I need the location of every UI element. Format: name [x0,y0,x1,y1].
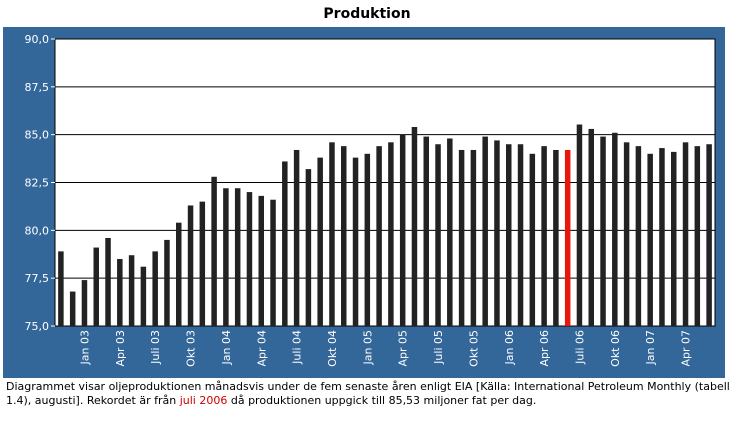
bar [58,251,64,326]
y-axis-ticks: 75,0 77,5 80,0 82,5 85,0 87,5 90,0 [25,33,55,333]
x-tick-label: Apr 04 [255,330,268,367]
caption-text-2: då produktionen uppgick till 85,53 miljo… [227,394,537,407]
x-tick-label: Apr 05 [397,330,410,367]
bar [69,291,76,326]
bar [140,266,147,326]
bar [317,157,323,326]
bar [128,255,135,326]
x-tick-label: Jan 07 [644,330,657,365]
bar [305,169,312,326]
bar [541,146,547,326]
bar [423,136,429,326]
y-tick-label: 85,0 [25,129,50,142]
x-tick-label: Jan 05 [361,330,374,365]
bar [411,127,418,326]
bar [447,138,453,326]
bar [529,153,536,326]
bar [706,144,712,326]
bar [352,157,359,326]
bar [435,144,441,326]
bar [164,239,170,326]
x-tick-label: Okt 03 [185,330,198,367]
bar [623,142,630,326]
caption-record-date: juli 2006 [179,394,228,407]
bar [517,144,524,326]
caption-text-1: Diagrammet visar oljeproduktionen månads… [6,380,730,407]
y-tick-label: 90,0 [25,33,50,46]
bar [506,144,512,326]
bar [199,201,206,326]
bar [223,188,229,326]
bar [682,142,689,326]
x-tick-label: Okt 06 [609,330,622,367]
x-tick-label: Apr 06 [538,330,551,367]
bar [341,146,347,326]
x-tick-label: Jan 06 [503,330,516,365]
bar [576,124,583,326]
chart-title: Produktion [323,6,411,22]
x-tick-label: Apr 03 [114,330,127,367]
y-tick-label: 82,5 [25,177,50,190]
bar [553,149,559,326]
bar [659,148,665,326]
x-tick-label: Okt 04 [326,330,339,367]
bar [246,192,253,326]
bar [470,149,477,326]
bar [694,146,701,326]
record-bar [564,149,571,326]
bar [647,153,653,326]
x-tick-label: Jan 04 [220,330,233,365]
bar [176,222,182,326]
bar [482,136,488,326]
x-tick-label: Jan 03 [79,330,92,365]
bar [588,128,594,326]
x-tick-label: Juli 03 [149,330,162,365]
bar [293,149,300,326]
bar [211,176,217,326]
bar [376,146,382,326]
x-tick-label: Apr 07 [680,330,693,367]
x-tick-label: Juli 04 [291,330,304,365]
bar [187,205,194,326]
y-tick-label: 77,5 [25,272,50,285]
x-axis-ticks: Jan 03 Apr 03 Juli 03 Okt 03 Jan 04 Apr 04 Jul… [79,330,693,367]
chart-caption: Diagrammet visar oljeproduktionen månads… [6,380,736,408]
production-bar-chart: 75,0 77,5 80,0 82,5 85,0 87,5 90,0 Jan 03 Apr 0… [25,33,716,367]
x-tick-label: Okt 05 [467,330,480,367]
bar [612,132,618,326]
bar [152,251,158,326]
bar [258,195,264,326]
bar [458,149,465,326]
bar [270,199,276,326]
bar [364,153,371,326]
bar [105,237,111,326]
bar [399,134,406,326]
bar [81,280,88,326]
y-tick-label: 75,0 [25,320,50,333]
bar [494,140,500,326]
x-tick-label: Juli 06 [574,330,587,365]
bar [329,142,335,326]
bars [58,124,712,326]
y-tick-label: 80,0 [25,224,50,237]
bar [671,151,677,326]
bar [600,136,606,326]
bar [93,247,99,326]
bar [388,142,394,326]
y-tick-label: 87,5 [25,81,50,94]
bar [117,259,123,326]
bar [282,161,288,326]
bar [234,188,241,326]
bar [635,146,642,326]
x-tick-label: Juli 05 [432,330,445,365]
